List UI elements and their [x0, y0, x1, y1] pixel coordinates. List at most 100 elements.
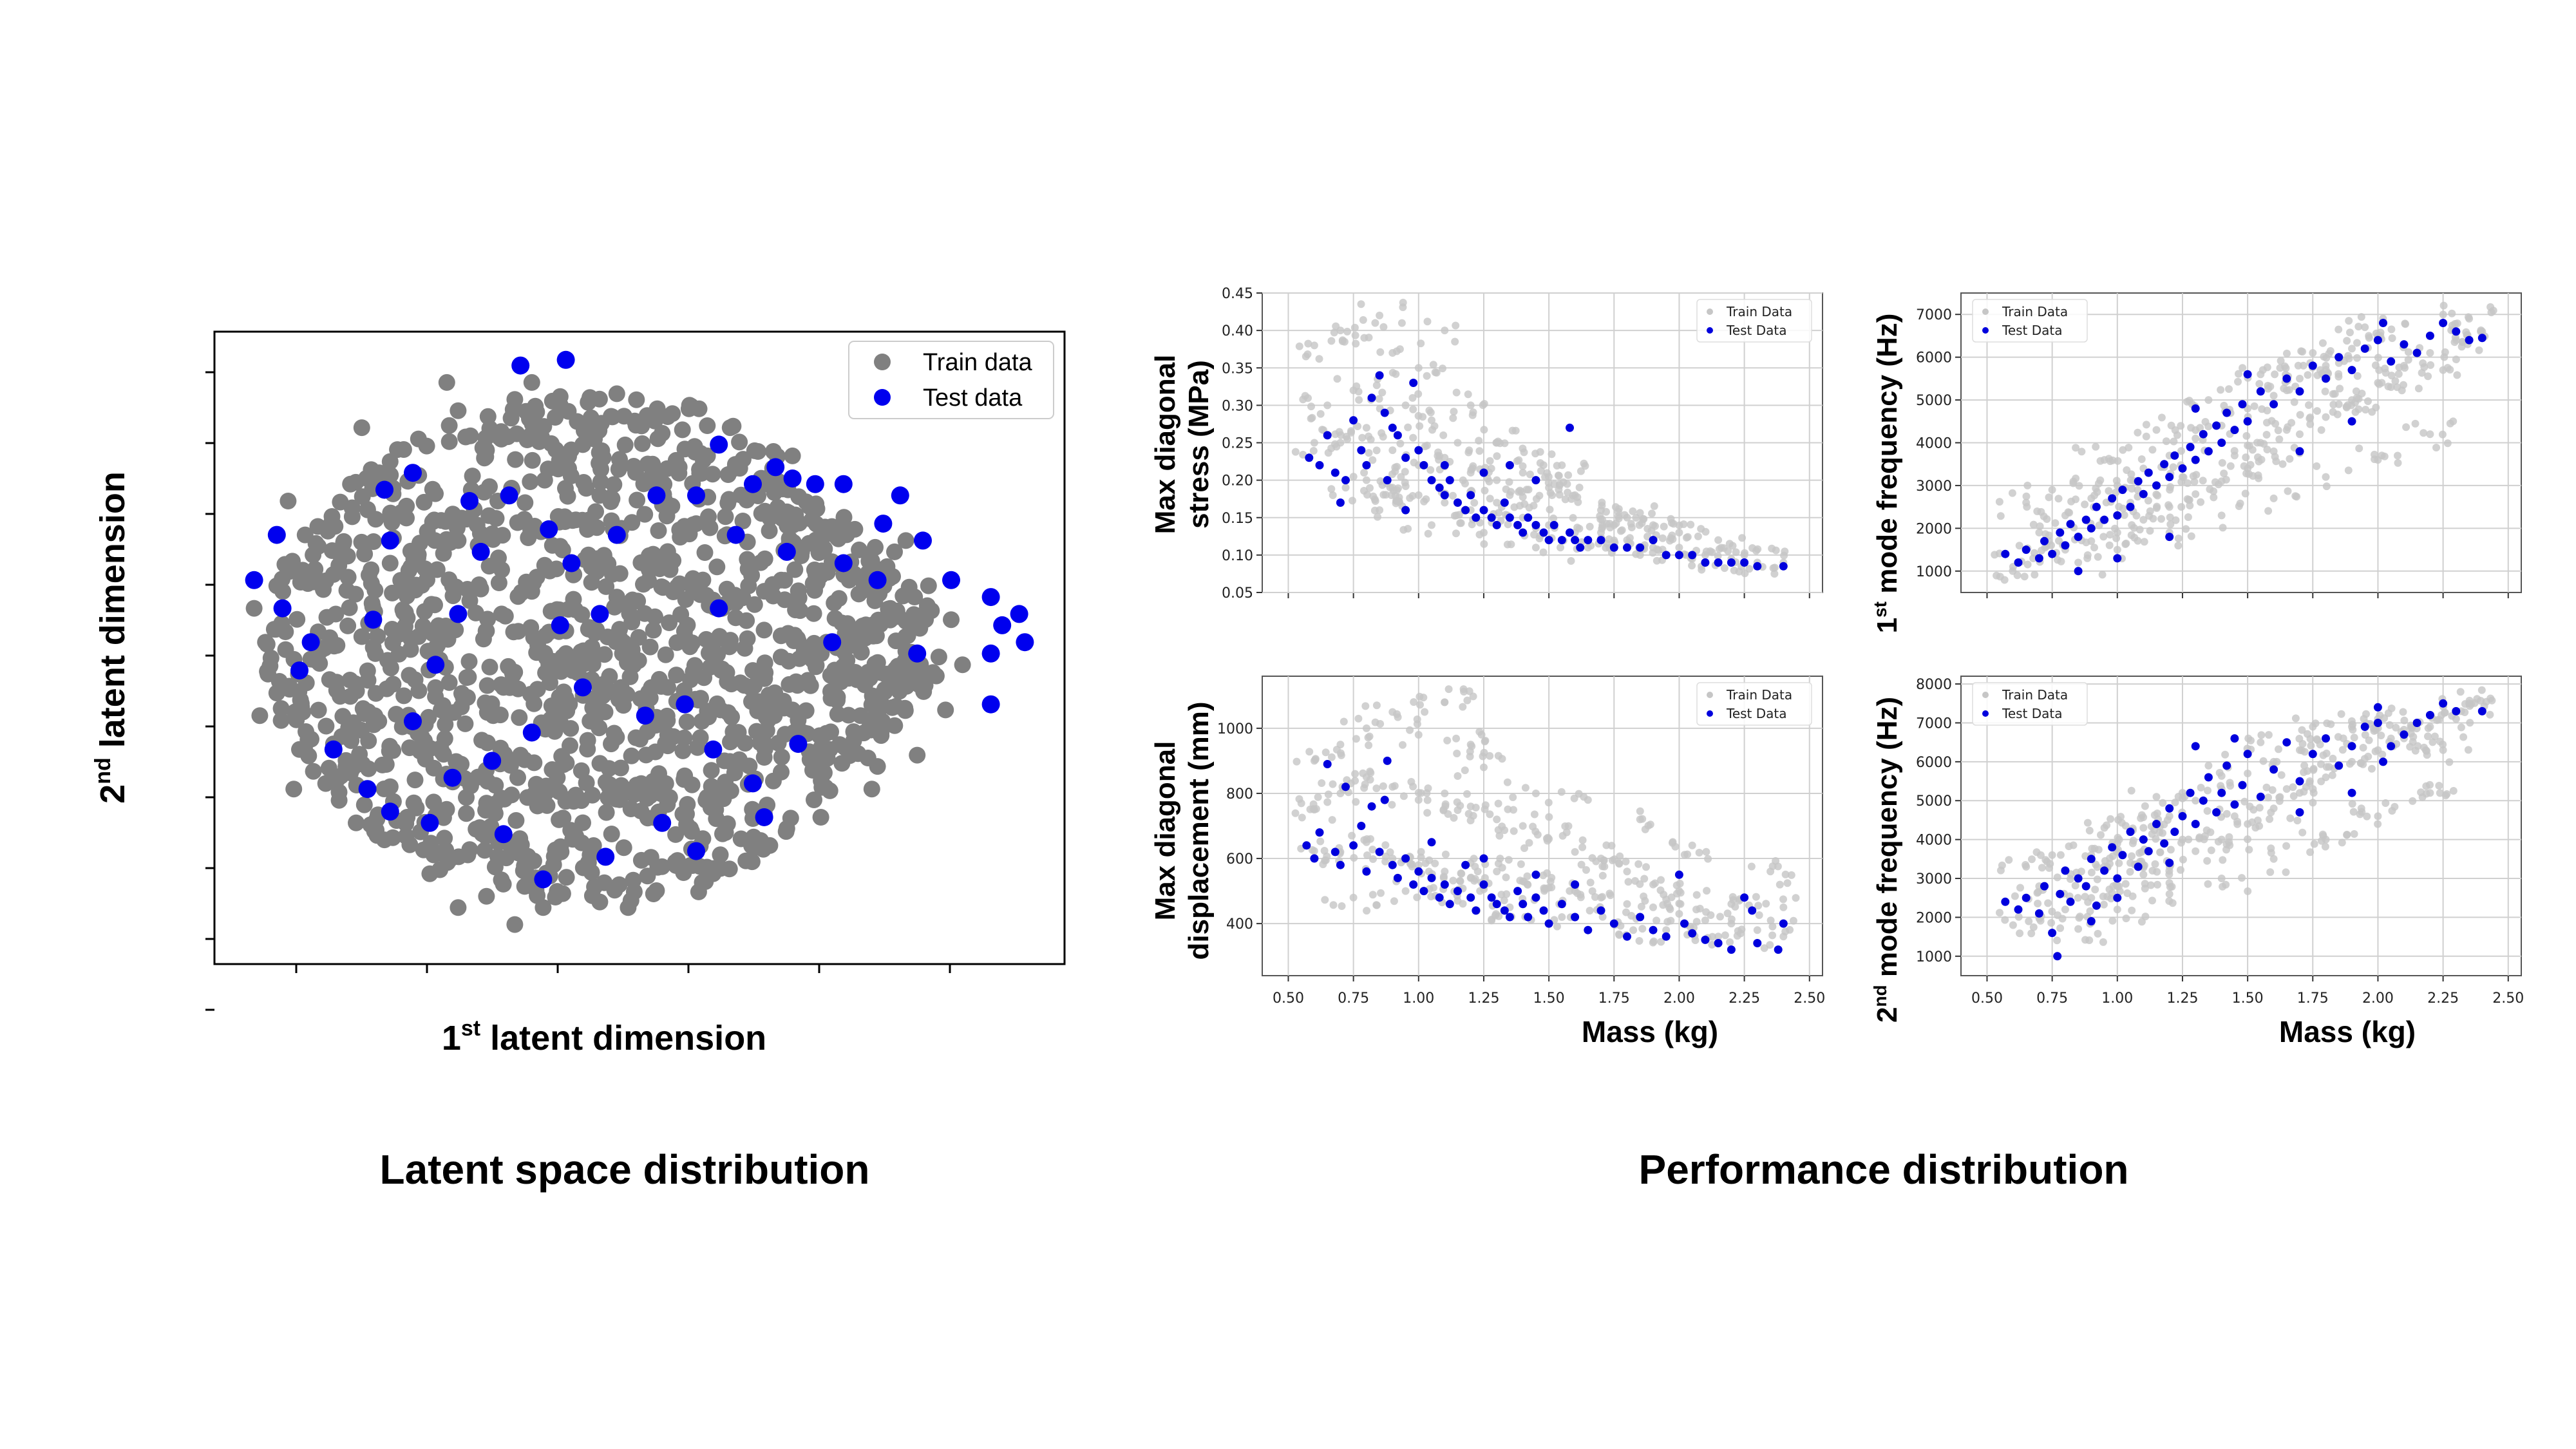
- disp-test-point: [1349, 841, 1358, 850]
- stress-train-point: [1648, 509, 1656, 518]
- stress-test-point: [1674, 551, 1683, 560]
- latent-train-point: [795, 643, 813, 660]
- freq1-train-point: [2368, 408, 2376, 416]
- latent-train-point: [678, 816, 696, 833]
- disp-test-point: [1649, 925, 1658, 934]
- latent-train-point: [876, 681, 893, 698]
- stress-train-point: [1781, 547, 1789, 556]
- latent-train-point: [417, 750, 434, 768]
- freq1-test-point: [2465, 336, 2474, 345]
- latent-train-point: [337, 758, 355, 775]
- disp-train-point: [1441, 850, 1450, 858]
- freq2-train-point: [2048, 851, 2056, 859]
- freq2-test-point: [2113, 893, 2122, 902]
- freq2-train-point: [2115, 859, 2123, 867]
- latent-train-point: [676, 771, 693, 788]
- latent-train-point: [460, 653, 478, 670]
- stress-train-point: [1354, 388, 1363, 396]
- latent-test-point: [404, 464, 422, 482]
- disp-train-point: [1361, 702, 1370, 710]
- stress-train-point: [1675, 544, 1683, 552]
- latent-train-point: [661, 789, 678, 806]
- freq2-test-point: [2001, 897, 2010, 906]
- stress-train-point: [1548, 450, 1556, 459]
- freq2-test-point: [2087, 855, 2096, 864]
- freq1-train-point: [2280, 384, 2288, 393]
- latent-train-point: [688, 582, 706, 600]
- disp-train-point: [1494, 752, 1502, 760]
- freq2-test-point: [2165, 858, 2174, 867]
- freq2-train-point: [2267, 808, 2275, 817]
- disp-test-point: [1461, 860, 1470, 869]
- disp-train-point: [1721, 931, 1729, 940]
- stress-ytick-label: 0.15: [1222, 511, 1253, 527]
- svg-text:Max diagonal: Max diagonal: [1150, 741, 1181, 921]
- stress-train-point: [1424, 529, 1432, 538]
- freq2-train-point: [2411, 746, 2420, 755]
- latent-train-point: [773, 748, 790, 766]
- stress-train-point: [1519, 462, 1527, 470]
- freq1-test-point: [2165, 473, 2174, 482]
- latent-train-point: [579, 741, 596, 758]
- stress-train-point: [1464, 390, 1472, 399]
- stress-train-point: [1519, 444, 1527, 453]
- freq1-train-point: [2322, 354, 2331, 362]
- freq1-ytick-label: 7000: [1916, 307, 1952, 323]
- stress-test-point: [1519, 528, 1528, 537]
- disp-train-point: [1573, 889, 1582, 897]
- disp-legend-test-label: Test Data: [1726, 706, 1787, 721]
- latent-train-point: [667, 451, 685, 469]
- freq2-train-point: [2384, 709, 2392, 717]
- freq2-train-point: [2088, 844, 2096, 853]
- freq1-train-point: [2242, 469, 2251, 478]
- latent-train-point: [412, 535, 428, 552]
- latent-train-point: [676, 440, 694, 458]
- disp-train-point: [1352, 735, 1360, 743]
- latent-train-point: [712, 701, 729, 719]
- disp-train-point: [1627, 912, 1636, 920]
- disp-train-point: [1463, 790, 1471, 798]
- freq2-train-point: [2466, 719, 2474, 727]
- stress-train-point: [1629, 507, 1637, 515]
- latent-train-point: [542, 603, 560, 620]
- freq2-train-point: [2128, 906, 2136, 914]
- freq1-train-point: [2250, 402, 2259, 410]
- freq2-test-point: [2217, 788, 2226, 797]
- disp-test-point: [1623, 932, 1631, 941]
- latent-train-point: [943, 611, 960, 629]
- disp-train-point: [1755, 911, 1763, 919]
- latent-train-point: [509, 623, 527, 640]
- freq1-train-point: [2246, 460, 2255, 469]
- disp-test-point: [1419, 887, 1428, 896]
- disp-train-point: [1449, 876, 1457, 885]
- stress-test-point: [1305, 453, 1314, 462]
- latent-train-point: [782, 810, 799, 827]
- latent-train-point: [522, 473, 539, 490]
- latent-train-point: [612, 759, 629, 777]
- latent-train-point: [625, 458, 643, 475]
- freq1-train-point: [2364, 397, 2372, 405]
- latent-train-point: [781, 676, 798, 693]
- latent-train-point: [724, 417, 742, 435]
- disp-train-point: [1439, 873, 1448, 881]
- freq2-train-point: [2311, 719, 2320, 728]
- latent-test-point: [511, 356, 530, 375]
- latent-train-point: [479, 408, 497, 425]
- freq2-train-point: [2399, 708, 2407, 716]
- disp-train-point: [1316, 837, 1325, 846]
- freq2-train-point: [2141, 913, 2150, 921]
- stress-test-point: [1505, 513, 1514, 522]
- stress-train-point: [1741, 549, 1748, 557]
- latent-train-point: [702, 799, 719, 816]
- freq1-train-point: [2329, 408, 2337, 416]
- disp-test-point: [1375, 848, 1384, 857]
- disp-train-point: [1768, 931, 1777, 940]
- disp-train-point: [1471, 875, 1479, 883]
- stress-train-point: [1598, 524, 1606, 533]
- latent-train-point: [578, 480, 595, 497]
- freq2-train-point: [2337, 710, 2345, 718]
- latent-train-point: [381, 453, 399, 470]
- latent-train-point: [506, 663, 524, 681]
- stress-train-point: [1486, 457, 1494, 465]
